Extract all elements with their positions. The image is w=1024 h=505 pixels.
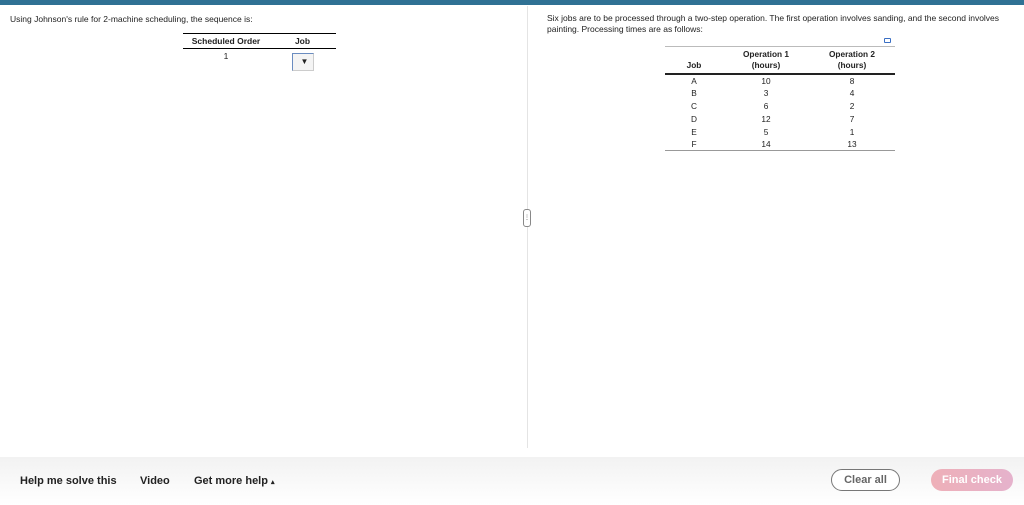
pane-divider — [527, 6, 528, 448]
sequence-table: Scheduled Order Job 1 ▼ — [183, 33, 336, 73]
table-row: 1 ▼ — [183, 49, 336, 74]
header-operation-1: Operation 1 (hours) — [742, 49, 790, 70]
order-number: 1 — [223, 51, 229, 61]
table-row: F 14 13 — [665, 138, 895, 151]
processing-times-table: Job Operation 1 (hours) Operation 2 (hours… — [665, 46, 895, 151]
header-operation-2: Operation 2 (hours) — [828, 49, 876, 70]
resize-handle[interactable]: ⋮ — [523, 209, 531, 227]
footer-bar: Help me solve this Video Get more help ▴… — [0, 457, 1024, 505]
video-button[interactable]: Video — [140, 475, 170, 487]
final-check-button[interactable]: Final check — [931, 469, 1013, 491]
job-select-dropdown[interactable]: ▼ — [291, 53, 314, 71]
table-row: A 10 8 — [691, 75, 855, 86]
get-more-help-button[interactable]: Get more help ▴ — [194, 475, 275, 487]
header-job: Job — [269, 33, 336, 49]
header-scheduled-order: Scheduled Order — [183, 33, 269, 49]
question-prompt: Using Johnson's rule for 2-machine sched… — [10, 14, 253, 24]
caret-up-icon: ▴ — [271, 479, 275, 486]
expand-table-icon[interactable] — [884, 38, 891, 43]
header-job: Job — [686, 60, 702, 70]
top-bar — [0, 0, 1024, 5]
problem-statement: Six jobs are to be processed through a t… — [547, 13, 1000, 34]
table-row: D 12 7 — [691, 113, 855, 124]
dropdown-arrow-icon: ▼ — [300, 57, 309, 66]
help-me-solve-button[interactable]: Help me solve this — [20, 475, 117, 487]
clear-all-button[interactable]: Clear all — [831, 469, 900, 491]
